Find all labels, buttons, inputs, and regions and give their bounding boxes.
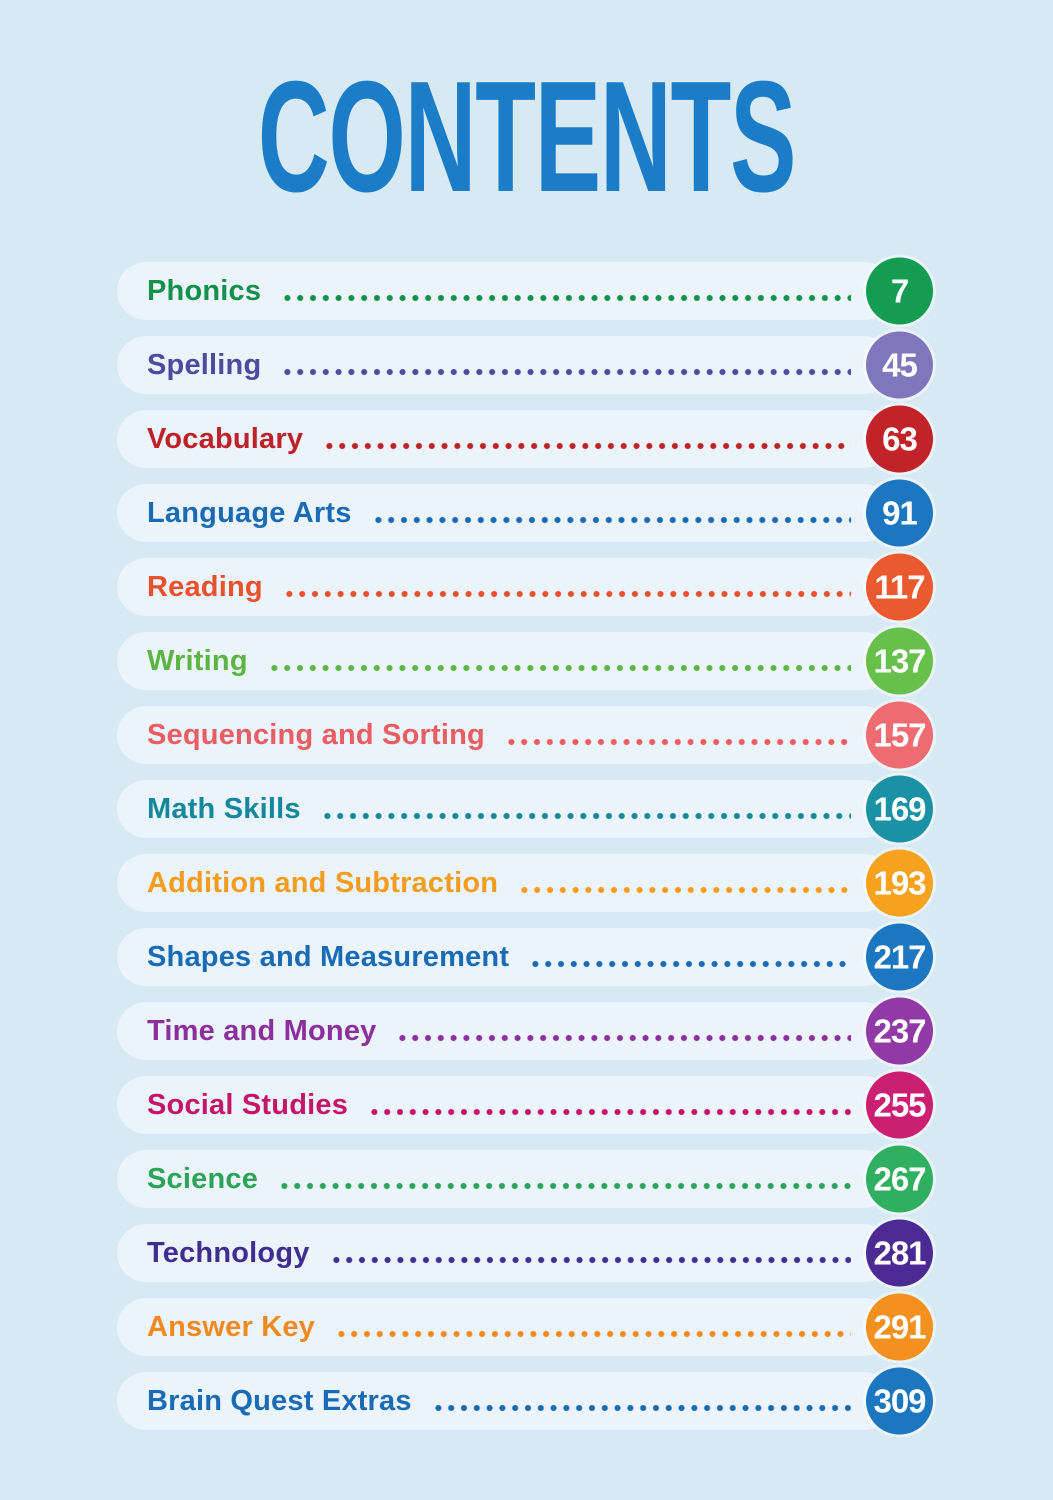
page-number-badge: 237 — [866, 997, 933, 1065]
table-of-contents: Phonics 7 Spelling 45 Vocabulary 63 Lang… — [117, 257, 933, 1435]
toc-row-answer-key: Answer Key 291 — [117, 1293, 933, 1361]
page-number-badge: 63 — [866, 405, 933, 473]
page-number-badge: 309 — [866, 1367, 933, 1435]
dotted-leader — [323, 442, 851, 450]
dotted-leader — [431, 1404, 851, 1412]
dotted-leader — [278, 1182, 851, 1190]
toc-row-language-arts: Language Arts 91 — [117, 479, 933, 547]
page-number-badge: 169 — [866, 775, 933, 843]
dotted-leader — [335, 1330, 851, 1338]
toc-item-label: Brain Quest Extras — [147, 1384, 412, 1417]
dotted-leader — [281, 294, 851, 302]
toc-item-label: Time and Money — [147, 1014, 377, 1047]
toc-row-shapes-and-measurement: Shapes and Measurement 217 — [117, 923, 933, 991]
toc-item-label: Sequencing and Sorting — [147, 718, 485, 751]
page-number-badge: 193 — [866, 849, 933, 917]
toc-item-label: Science — [147, 1162, 259, 1195]
toc-row-science: Science 267 — [117, 1145, 933, 1213]
toc-item-label: Reading — [147, 570, 263, 603]
dotted-leader — [320, 812, 851, 820]
dotted-leader — [518, 886, 851, 894]
page-title: CONTENTS — [257, 49, 797, 225]
toc-item-label: Vocabulary — [147, 422, 304, 455]
dotted-leader — [371, 516, 851, 524]
dotted-leader — [281, 368, 851, 376]
dotted-leader — [329, 1256, 851, 1264]
toc-item-label: Phonics — [147, 274, 262, 307]
dotted-leader — [282, 590, 851, 598]
toc-row-phonics: Phonics 7 — [117, 257, 933, 325]
toc-row-addition-and-subtraction: Addition and Subtraction 193 — [117, 849, 933, 917]
page-number-badge: 91 — [866, 479, 933, 547]
dotted-leader — [504, 738, 851, 746]
page-number-badge: 255 — [866, 1071, 933, 1139]
page-number-badge: 117 — [866, 553, 933, 621]
page-number-badge: 291 — [866, 1293, 933, 1361]
toc-row-writing: Writing 137 — [117, 627, 933, 695]
toc-row-sequencing-and-sorting: Sequencing and Sorting 157 — [117, 701, 933, 769]
toc-row-technology: Technology 281 — [117, 1219, 933, 1287]
page-number-badge: 217 — [866, 923, 933, 991]
page-number-badge: 45 — [866, 331, 933, 399]
toc-row-social-studies: Social Studies 255 — [117, 1071, 933, 1139]
toc-item-label: Shapes and Measurement — [147, 940, 510, 973]
toc-row-math-skills: Math Skills 169 — [117, 775, 933, 843]
dotted-leader — [529, 960, 851, 968]
toc-item-label: Math Skills — [147, 792, 301, 825]
toc-item-label: Writing — [147, 644, 248, 677]
toc-row-time-and-money: Time and Money 237 — [117, 997, 933, 1065]
toc-item-label: Answer Key — [147, 1310, 316, 1343]
dotted-leader — [267, 664, 851, 672]
toc-item-label: Technology — [147, 1236, 310, 1269]
page-number-badge: 7 — [866, 257, 933, 325]
toc-row-spelling: Spelling 45 — [117, 331, 933, 399]
toc-item-label: Addition and Subtraction — [147, 866, 499, 899]
toc-row-brain-quest-extras: Brain Quest Extras 309 — [117, 1367, 933, 1435]
page-number-badge: 137 — [866, 627, 933, 695]
toc-row-vocabulary: Vocabulary 63 — [117, 405, 933, 473]
toc-row-reading: Reading 117 — [117, 553, 933, 621]
dotted-leader — [368, 1108, 851, 1116]
toc-item-label: Language Arts — [147, 496, 352, 529]
page-number-badge: 267 — [866, 1145, 933, 1213]
toc-item-label: Spelling — [147, 348, 262, 381]
page-number-badge: 281 — [866, 1219, 933, 1287]
toc-item-label: Social Studies — [147, 1088, 349, 1121]
page-number-badge: 157 — [866, 701, 933, 769]
dotted-leader — [396, 1034, 851, 1042]
